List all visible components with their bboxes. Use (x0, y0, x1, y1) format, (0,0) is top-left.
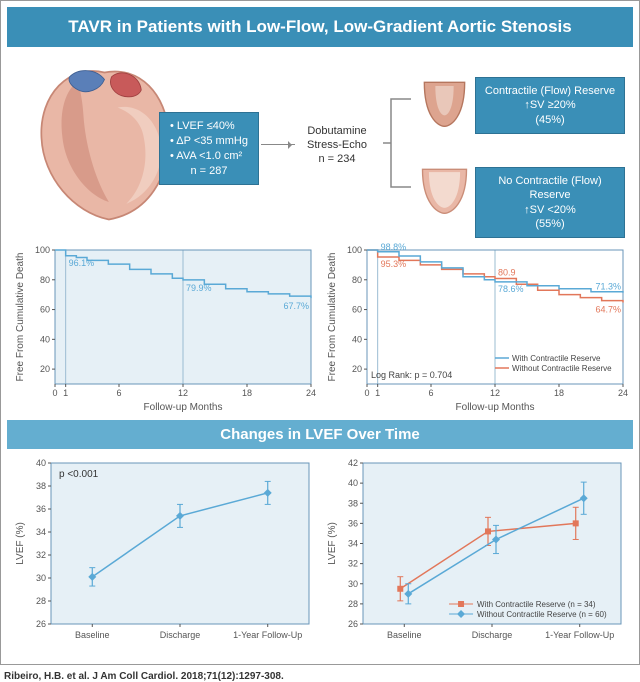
svg-text:36: 36 (36, 504, 46, 514)
svg-text:71.3%: 71.3% (595, 282, 621, 292)
svg-text:p <0.001: p <0.001 (59, 469, 99, 480)
svg-text:Without Contractile Reserve: Without Contractile Reserve (512, 364, 612, 373)
dobu-l3: n = 234 (297, 153, 377, 167)
arrow-icon (261, 144, 295, 145)
svg-text:60: 60 (40, 305, 50, 315)
svg-text:67.7%: 67.7% (283, 301, 309, 311)
svg-text:79.9%: 79.9% (186, 283, 212, 293)
bracket-icon (383, 93, 411, 193)
svg-text:LVEF (%): LVEF (%) (327, 522, 338, 565)
lvef-chart-groups: 26 28 30 32 34 36 38 40 42 Baseline Discharge 1-Yea… (323, 455, 629, 650)
svg-text:0: 0 (52, 388, 57, 398)
criteria-n: n = 287 (170, 164, 248, 179)
svg-text:12: 12 (178, 388, 188, 398)
svg-text:98.8%: 98.8% (381, 242, 407, 252)
svg-text:30: 30 (36, 573, 46, 583)
svg-text:0: 0 (364, 388, 369, 398)
svg-text:40: 40 (348, 478, 358, 488)
svg-text:60: 60 (352, 305, 362, 315)
figure-wrap: TAVR in Patients with Low-Flow, Low-Grad… (0, 0, 640, 665)
survival-chart-all: 20 40 60 80 100 01 6 12 18 24 Follow-up Months Free… (11, 242, 317, 412)
svg-text:With Contractile Reserve (n =: With Contractile Reserve (n = 34) (477, 600, 596, 609)
svg-text:24: 24 (306, 388, 316, 398)
svg-text:Log Rank: p = 0.704: Log Rank: p = 0.704 (371, 370, 452, 380)
svg-text:Baseline: Baseline (75, 630, 110, 640)
dobu-l1: Dobutamine (297, 125, 377, 139)
svg-text:Discharge: Discharge (160, 630, 201, 640)
svg-text:Follow-up Months: Follow-up Months (144, 402, 223, 412)
svg-text:80: 80 (40, 275, 50, 285)
svg-text:38: 38 (348, 498, 358, 508)
svg-text:1-Year Follow-Up: 1-Year Follow-Up (545, 630, 614, 640)
svg-text:95.3%: 95.3% (381, 259, 407, 269)
flow-diagram: • LVEF ≤40% • ΔP <35 mmHg • AVA <1.0 cm²… (7, 47, 633, 242)
lv-thick-icon (417, 75, 472, 130)
svg-text:6: 6 (428, 388, 433, 398)
lvef-chart-all: 26 28 30 32 34 36 38 40 Baseline Discharge 1-Year … (11, 455, 317, 650)
svg-text:30: 30 (348, 579, 358, 589)
svg-text:78.6%: 78.6% (498, 284, 524, 294)
svg-text:1: 1 (63, 388, 68, 398)
svg-text:32: 32 (348, 559, 358, 569)
criteria-l1: • LVEF ≤40% (170, 119, 248, 134)
rn-l3: (55%) (480, 217, 620, 231)
svg-text:96.1%: 96.1% (69, 258, 95, 268)
svg-text:12: 12 (490, 388, 500, 398)
svg-text:80: 80 (352, 275, 362, 285)
svg-text:38: 38 (36, 481, 46, 491)
svg-text:40: 40 (352, 334, 362, 344)
citation: Ribeiro, H.B. et al. J Am Coll Cardiol. … (0, 665, 640, 682)
svg-text:32: 32 (36, 550, 46, 560)
reserve-yes-box: Contractile (Flow) Reserve ↑SV ≥20% (45%… (475, 77, 625, 134)
svg-text:40: 40 (36, 458, 46, 468)
svg-text:Free From Cumulative Death: Free From Cumulative Death (15, 253, 26, 382)
svg-text:26: 26 (36, 619, 46, 629)
svg-text:24: 24 (618, 388, 628, 398)
svg-text:Free From Cumulative Death: Free From Cumulative Death (327, 253, 338, 382)
subtitle: Changes in LVEF Over Time (7, 420, 633, 449)
svg-text:Without Contractile Reserve (n: Without Contractile Reserve (n = 60) (477, 610, 607, 619)
dobutamine-box: Dobutamine Stress-Echo n = 234 (297, 125, 377, 166)
svg-text:100: 100 (35, 245, 50, 255)
ry-l1: Contractile (Flow) Reserve (480, 84, 620, 98)
svg-text:1-Year Follow-Up: 1-Year Follow-Up (233, 630, 302, 640)
svg-text:With Contractile Reserve: With Contractile Reserve (512, 354, 601, 363)
criteria-l3: • AVA <1.0 cm² (170, 149, 248, 164)
svg-text:1: 1 (375, 388, 380, 398)
svg-text:26: 26 (348, 619, 358, 629)
svg-text:Follow-up Months: Follow-up Months (456, 402, 535, 412)
rn-l2: ↑SV <20% (480, 203, 620, 217)
svg-text:80.9: 80.9 (498, 267, 516, 277)
dobu-l2: Stress-Echo (297, 139, 377, 153)
ry-l3: (45%) (480, 113, 620, 127)
survival-chart-groups: 20 40 60 80 100 01 6 12 18 24 Follow-up Months Free… (323, 242, 629, 412)
svg-text:LVEF (%): LVEF (%) (15, 522, 26, 565)
svg-text:Baseline: Baseline (387, 630, 422, 640)
svg-text:42: 42 (348, 458, 358, 468)
svg-text:20: 20 (40, 364, 50, 374)
lv-thin-icon (417, 162, 472, 217)
svg-text:18: 18 (554, 388, 564, 398)
ry-l2: ↑SV ≥20% (480, 98, 620, 112)
svg-text:20: 20 (352, 364, 362, 374)
main-title: TAVR in Patients with Low-Flow, Low-Grad… (7, 7, 633, 47)
svg-text:40: 40 (40, 334, 50, 344)
svg-text:28: 28 (36, 596, 46, 606)
svg-text:18: 18 (242, 388, 252, 398)
svg-text:Discharge: Discharge (472, 630, 513, 640)
criteria-l2: • ΔP <35 mmHg (170, 134, 248, 149)
rn-l1: No Contractile (Flow) Reserve (480, 174, 620, 203)
criteria-box: • LVEF ≤40% • ΔP <35 mmHg • AVA <1.0 cm²… (159, 112, 259, 185)
svg-text:34: 34 (348, 539, 358, 549)
svg-text:28: 28 (348, 599, 358, 609)
reserve-no-box: No Contractile (Flow) Reserve ↑SV <20% (… (475, 167, 625, 238)
svg-text:6: 6 (116, 388, 121, 398)
svg-text:100: 100 (347, 245, 362, 255)
svg-text:64.7%: 64.7% (595, 305, 621, 315)
svg-text:36: 36 (348, 518, 358, 528)
svg-text:34: 34 (36, 527, 46, 537)
